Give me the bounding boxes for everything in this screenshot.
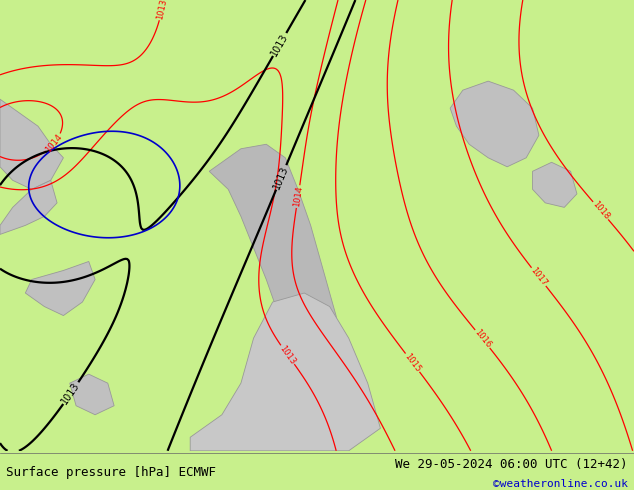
Text: 1014: 1014 [292, 186, 304, 208]
Polygon shape [533, 162, 577, 207]
Polygon shape [190, 293, 380, 451]
Polygon shape [70, 374, 114, 415]
Text: 1013: 1013 [60, 380, 82, 406]
Polygon shape [209, 144, 342, 406]
Polygon shape [0, 180, 57, 234]
Text: 1015: 1015 [403, 352, 422, 374]
Polygon shape [0, 99, 63, 189]
Text: 1017: 1017 [529, 266, 548, 288]
Text: 1018: 1018 [590, 200, 611, 221]
Text: We 29-05-2024 06:00 UTC (12+42): We 29-05-2024 06:00 UTC (12+42) [395, 458, 628, 471]
Polygon shape [25, 262, 95, 316]
Text: 1016: 1016 [472, 328, 493, 350]
Text: 1013: 1013 [278, 343, 297, 366]
Text: 1013: 1013 [269, 31, 290, 58]
Text: Surface pressure [hPa] ECMWF: Surface pressure [hPa] ECMWF [6, 466, 216, 479]
Text: 1014: 1014 [44, 132, 64, 154]
Text: 1013: 1013 [272, 164, 290, 191]
Text: ©weatheronline.co.uk: ©weatheronline.co.uk [493, 479, 628, 489]
Text: 1013: 1013 [155, 0, 169, 20]
Polygon shape [450, 81, 539, 167]
